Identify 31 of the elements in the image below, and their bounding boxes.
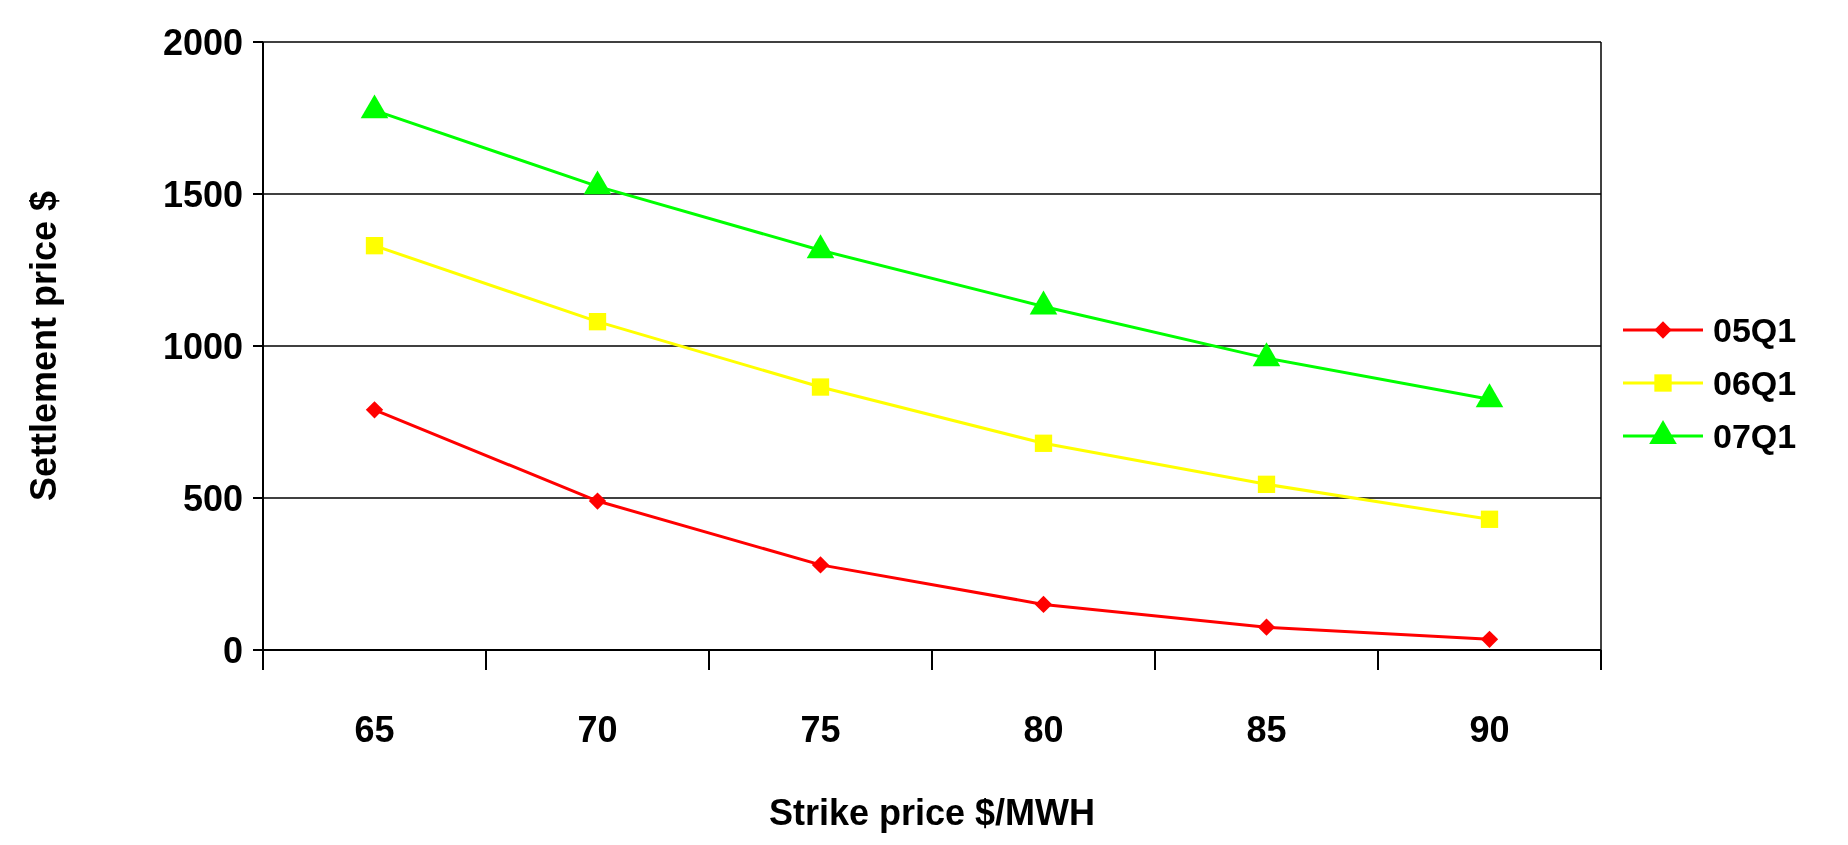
y-tick-label: 2000 xyxy=(162,21,243,63)
point xyxy=(360,94,389,119)
y-tick-label: 1000 xyxy=(162,325,243,367)
x-tick-label: 70 xyxy=(577,709,618,750)
x-axis-title: Strike price $/MWH xyxy=(768,792,1096,833)
point xyxy=(1480,510,1499,528)
point xyxy=(1480,630,1499,649)
point xyxy=(365,401,384,419)
point xyxy=(811,378,830,396)
point xyxy=(1257,475,1276,493)
y-axis-title: Settlement price $ xyxy=(23,190,64,502)
point xyxy=(1029,290,1058,315)
point xyxy=(1034,434,1053,452)
y-tick-label: 1500 xyxy=(162,173,243,215)
point xyxy=(1034,595,1053,614)
x-tick-label: 80 xyxy=(1023,709,1064,750)
y-tick-label: 500 xyxy=(182,477,243,519)
point xyxy=(583,170,612,195)
point xyxy=(806,234,835,259)
x-tick-label: 85 xyxy=(1246,709,1287,750)
point xyxy=(1252,342,1281,367)
legend-label: 05Q1 xyxy=(1713,310,1797,349)
x-tick-label: 90 xyxy=(1469,709,1510,750)
y-tick-label: 0 xyxy=(222,629,243,671)
x-tick-label: 75 xyxy=(800,709,841,750)
legend-label: 06Q1 xyxy=(1713,363,1797,402)
x-tick-label: 65 xyxy=(354,709,395,750)
legend-label: 07Q1 xyxy=(1713,416,1797,455)
point xyxy=(811,556,830,574)
point xyxy=(1257,618,1276,636)
point xyxy=(588,492,607,510)
